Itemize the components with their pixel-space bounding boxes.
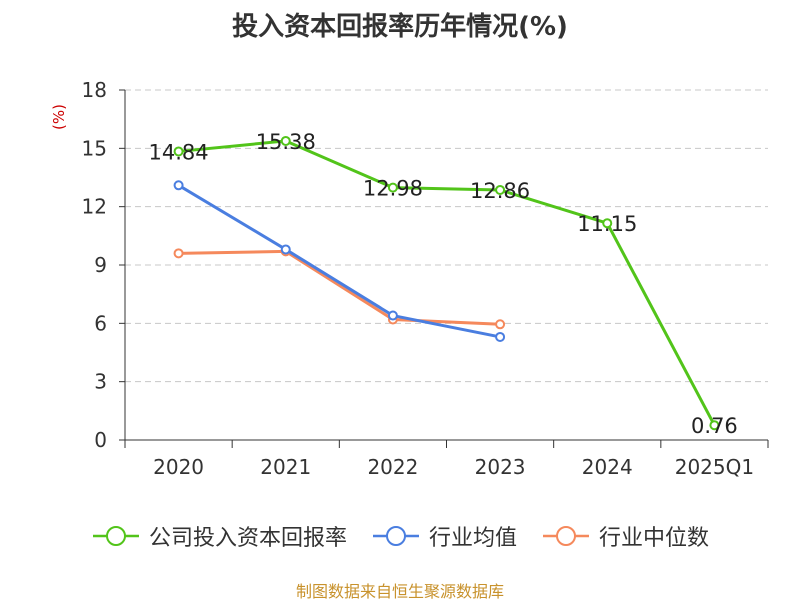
data-label: 12.86	[470, 179, 530, 203]
y-axis-label: (%)	[50, 104, 68, 130]
y-tick-label: 3	[94, 370, 107, 394]
series-line-company	[178, 139, 716, 426]
data-point-industry_avg	[173, 180, 184, 191]
y-tick-label: 6	[94, 311, 107, 335]
chart-title: 投入资本回报率历年情况(%)	[232, 12, 568, 42]
legend-label-industry-avg: 行业均值	[428, 526, 517, 551]
x-tick-label: 2022	[367, 455, 418, 479]
series-line-industry_median	[178, 249, 501, 326]
data-point-industry_median	[173, 248, 184, 259]
series-line-industry_avg	[177, 183, 501, 339]
data-point-company	[495, 184, 506, 195]
data-point-industry_median	[495, 319, 506, 330]
data-point-company	[602, 218, 613, 229]
data-point-industry_avg	[280, 244, 291, 255]
legend-item-industry-median[interactable]: 行业中位数	[541, 520, 709, 552]
y-tick-label: 0	[94, 428, 107, 452]
legend-company-icon	[92, 526, 139, 546]
x-tick-label: 2023	[475, 455, 526, 479]
y-tick-label: 12	[82, 195, 107, 219]
y-tick-label: 9	[94, 253, 107, 277]
data-label: 12.98	[363, 177, 423, 201]
data-point-company	[387, 182, 398, 193]
legend-industry-avg-icon	[372, 526, 419, 546]
data-point-company	[173, 146, 184, 157]
legend-item-industry-avg[interactable]: 行业均值	[371, 520, 517, 552]
y-tick-label: 18	[82, 78, 107, 102]
data-label: 14.84	[149, 140, 209, 164]
data-source-note: 制图数据来自恒生聚源数据库	[295, 582, 504, 601]
data-label: 15.38	[256, 130, 316, 154]
legend-item-company[interactable]: 公司投入资本回报率	[91, 520, 347, 552]
legend-industry-median-icon	[543, 526, 589, 546]
data-point-industry_avg	[387, 310, 398, 321]
data-point-company	[709, 420, 720, 431]
legend: 公司投入资本回报率 行业均值 行业中位数	[0, 520, 800, 552]
x-tick-label: 2025Q1	[675, 455, 754, 479]
x-tick-label: 2020	[153, 455, 204, 479]
data-label: 0.76	[691, 414, 738, 438]
legend-label-company: 公司投入资本回报率	[148, 526, 347, 551]
data-label: 11.15	[577, 212, 637, 236]
x-tick-label: 2021	[260, 455, 311, 479]
data-point-industry_avg	[495, 331, 506, 342]
data-point-company	[280, 135, 291, 146]
x-tick-label: 2024	[582, 455, 633, 479]
y-tick-label: 15	[82, 136, 107, 160]
legend-label-industry-median: 行业中位数	[599, 526, 710, 551]
